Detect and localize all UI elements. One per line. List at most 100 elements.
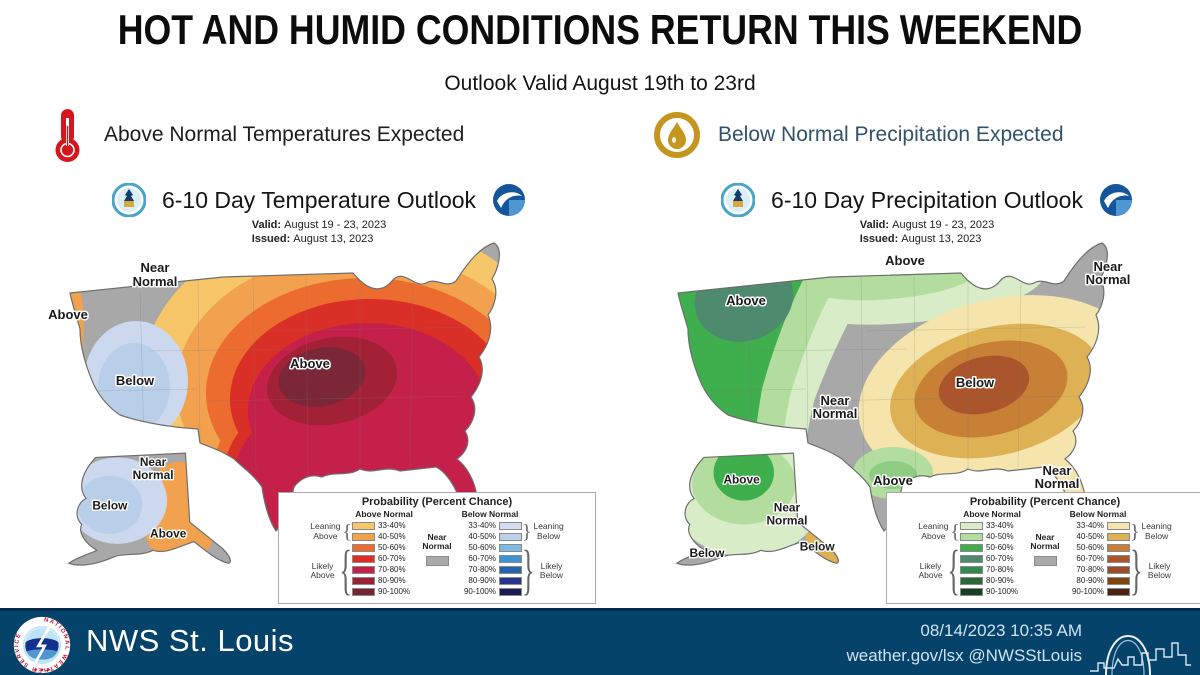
page-title: HOT AND HUMID CONDITIONS RETURN THIS WEE… — [117, 6, 1083, 53]
legend-pct: 33-40% — [468, 521, 496, 530]
legend-pct: 60-70% — [378, 554, 406, 563]
precipitation-outlook-panel: 6-10 Day Precipitation Outlook Valid: Au… — [648, 182, 1200, 608]
noaa-logo-icon — [493, 184, 526, 216]
precipitation-alaska: Above Near Normal Below Below — [675, 452, 839, 566]
legend-pct: 40-50% — [468, 532, 496, 541]
valid-value: August 19 - 23, 2023 — [284, 219, 387, 231]
legend-pct: 90-100% — [1071, 587, 1104, 596]
brace: { — [339, 539, 352, 601]
near-normal-label: Normal — [422, 541, 452, 552]
legend-swatch — [1107, 543, 1130, 552]
legend-title: Probability (Percent Chance) — [361, 496, 513, 508]
legend-swatch — [1107, 554, 1130, 563]
legend-swatch — [1107, 587, 1130, 596]
legend-pct: 60-70% — [986, 554, 1014, 563]
below-normal-header: Below Normal — [1069, 509, 1127, 519]
legend-pct: 80-90% — [1076, 576, 1104, 585]
nws-ring-stars: ★ ★ ★ — [33, 667, 51, 673]
legend-pct: 33-40% — [378, 521, 406, 530]
legend-swatch — [352, 532, 375, 541]
region-label: Near — [141, 260, 170, 275]
precipitation-map: Above Above Near Normal Below Near Norma… — [675, 242, 1132, 566]
region-label: Normal — [813, 406, 858, 421]
legend-pct: 80-90% — [986, 576, 1014, 585]
brace: } — [1130, 520, 1140, 543]
legend-swatch — [960, 576, 983, 585]
precipitation-legend: Probability (Percent Chance) Leaning Abo… — [886, 492, 1200, 604]
legend-swatch — [1107, 576, 1130, 585]
legend-swatch — [499, 576, 522, 585]
legend-swatch — [499, 521, 522, 530]
likely-below-label: Likely Below — [1147, 560, 1172, 580]
valid-label: Valid: — [859, 219, 890, 231]
legend-swatch — [960, 521, 983, 530]
region-label: Above — [885, 253, 925, 268]
legend-pct: 60-70% — [468, 554, 496, 563]
legend-pct: 33-40% — [986, 521, 1014, 530]
legend-swatch — [499, 532, 522, 541]
region-label: Below — [116, 373, 155, 388]
brace: } — [522, 520, 532, 543]
precipitation-callout: Below Normal Precipitation Expected — [652, 106, 1064, 164]
region-label: Normal — [766, 513, 807, 527]
legend-swatch — [352, 554, 375, 563]
near-normal-label: Near — [1035, 532, 1055, 542]
legend-pct: 33-40% — [1076, 521, 1104, 530]
region-label: Near — [821, 393, 850, 408]
doc-seal-icon — [111, 183, 146, 217]
region-label: Normal — [1086, 272, 1131, 287]
brace: } — [522, 539, 535, 601]
doc-seal-icon — [721, 183, 756, 217]
legend-pct: 60-70% — [1076, 554, 1104, 563]
temperature-legend: Probability (Percent Chance) Leaning Abo… — [278, 492, 596, 604]
issued-value: August 13, 2023 — [293, 232, 374, 245]
temperature-outlook-panel: 6-10 Day Temperature Outlook Valid: Augu… — [40, 182, 598, 608]
region-label: Near — [140, 455, 167, 469]
issued-value: August 13, 2023 — [901, 232, 982, 245]
region-label: Below — [956, 375, 995, 390]
likely-above-label: Likely Above — [310, 560, 335, 580]
temperature-alaska: Near Normal Below Above — [67, 452, 231, 566]
legend-swatch — [352, 543, 375, 552]
precipitation-valid-issued: Valid: August 19 - 23, 2023 Issued: Augu… — [648, 219, 1200, 247]
legend-pct: 70-80% — [986, 565, 1014, 574]
legend-pct: 70-80% — [468, 565, 496, 574]
legend-pct: 40-50% — [378, 532, 406, 541]
leaning-below-label: Leaning Below — [533, 521, 564, 541]
thermometer-icon — [55, 109, 80, 162]
below-normal-header: Below Normal — [461, 509, 519, 519]
legend-pct: 90-100% — [463, 587, 496, 596]
legend-swatch — [352, 565, 375, 574]
temperature-callout: Above Normal Temperatures Expected — [46, 106, 464, 164]
legend-swatch — [1107, 532, 1130, 541]
legend-swatch — [960, 543, 983, 552]
brace: { — [342, 520, 352, 543]
legend-pct: 70-80% — [1076, 565, 1104, 574]
legend-swatch — [352, 576, 375, 585]
above-normal-header: Above Normal — [963, 509, 1021, 519]
legend-swatch — [499, 587, 522, 596]
near-normal-swatch — [425, 555, 449, 566]
precipitation-map-title: 6-10 Day Precipitation Outlook — [771, 186, 1083, 213]
precipitation-panel-header: 6-10 Day Precipitation Outlook — [648, 182, 1200, 218]
region-label: Above — [48, 307, 88, 322]
valid-label: Valid: — [251, 219, 282, 231]
near-normal-label: Normal — [1030, 541, 1060, 552]
temperature-callout-label: Above Normal Temperatures Expected — [104, 123, 465, 146]
legend-swatch — [960, 565, 983, 574]
page-subtitle: Outlook Valid August 19th to 23rd — [444, 72, 756, 95]
legend-pct: 80-90% — [468, 576, 496, 585]
legend-pct: 50-60% — [378, 543, 406, 552]
valid-value: August 19 - 23, 2023 — [892, 219, 995, 231]
legend-pct: 40-50% — [986, 532, 1014, 541]
region-label: Near — [1043, 463, 1072, 478]
near-normal-swatch — [1033, 555, 1057, 566]
region-label: Above — [726, 293, 766, 308]
likely-above-label: Likely Above — [918, 560, 943, 580]
near-normal-label: Near — [427, 532, 447, 542]
legend-swatch — [499, 543, 522, 552]
temperature-valid-issued: Valid: August 19 - 23, 2023 Issued: Augu… — [40, 219, 598, 247]
footer-datetime: 08/14/2023 10:35 AM — [920, 621, 1082, 640]
legend-pct: 50-60% — [468, 543, 496, 552]
leaning-above-label: Leaning Above — [918, 521, 949, 541]
